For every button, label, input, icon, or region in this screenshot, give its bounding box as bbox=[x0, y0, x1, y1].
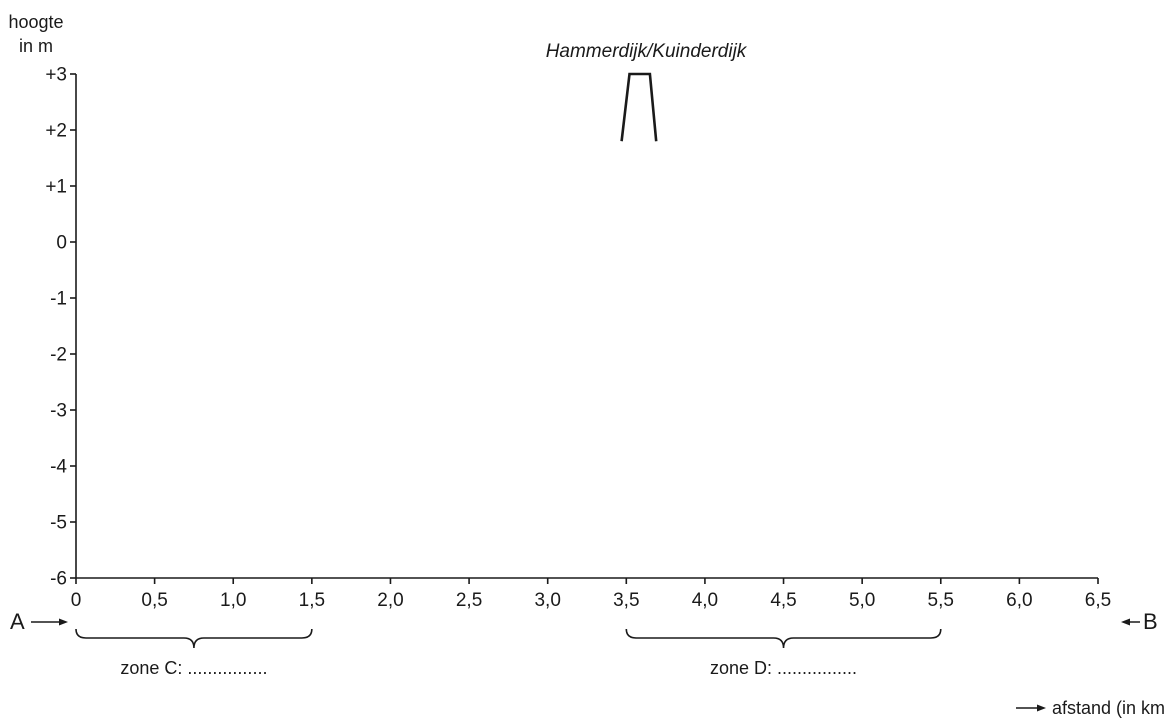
zone-brace bbox=[625, 628, 942, 649]
x-tick-label: 0,5 bbox=[141, 590, 167, 611]
y-axis-ticks: +3 +2 +1 0 -1 -2 -3 -4 -5 -6 bbox=[45, 65, 76, 590]
x-axis-title-arrowhead bbox=[1037, 704, 1046, 712]
x-tick-label: 2,0 bbox=[377, 590, 403, 611]
x-tick-label: 4,5 bbox=[770, 590, 796, 611]
zone-label: zone C: ................ bbox=[120, 658, 267, 678]
x-axis-title: afstand (in km) bbox=[1016, 698, 1164, 718]
y-tick-label: +2 bbox=[45, 121, 67, 142]
y-tick-label: -1 bbox=[50, 289, 67, 310]
marker-a-label: A bbox=[10, 609, 25, 634]
x-tick-label: 6,0 bbox=[1006, 590, 1032, 611]
zone-label: zone D: ................ bbox=[710, 658, 857, 678]
x-tick-label: 1,0 bbox=[220, 590, 246, 611]
y-tick-label: +1 bbox=[45, 177, 67, 198]
x-tick-label: 2,5 bbox=[456, 590, 482, 611]
y-axis-title-line2: in m bbox=[19, 36, 53, 56]
zones: zone C: ................ zone D: ........… bbox=[75, 628, 942, 678]
y-tick-label: -4 bbox=[50, 457, 67, 478]
x-axis-title-text: afstand (in km) bbox=[1052, 698, 1164, 718]
x-tick-label: 3,0 bbox=[534, 590, 560, 611]
y-axis-title: hoogte in m bbox=[8, 12, 63, 56]
y-tick-label: -6 bbox=[50, 569, 67, 590]
y-axis-title-line1: hoogte bbox=[8, 12, 63, 32]
y-tick-label: -2 bbox=[50, 345, 67, 366]
marker-a-arrowhead bbox=[59, 618, 68, 626]
axes bbox=[75, 74, 1098, 579]
y-tick-label: -3 bbox=[50, 401, 67, 422]
x-tick-label: 4,0 bbox=[692, 590, 718, 611]
marker-b-label: B bbox=[1143, 609, 1158, 634]
zone-brace bbox=[75, 628, 313, 649]
marker-b-arrowhead bbox=[1121, 618, 1130, 626]
x-tick-label: 1,5 bbox=[299, 590, 325, 611]
marker-a: A bbox=[10, 609, 68, 634]
x-tick-label: 0 bbox=[71, 590, 82, 611]
dike-label: Hammerdijk/Kuinderdijk bbox=[546, 41, 748, 62]
x-tick-label: 6,5 bbox=[1085, 590, 1111, 611]
y-tick-label: -5 bbox=[50, 513, 67, 534]
dike-profile bbox=[620, 72, 658, 142]
y-tick-label: 0 bbox=[56, 233, 67, 254]
y-tick-label: +3 bbox=[45, 65, 67, 86]
x-tick-label: 5,0 bbox=[849, 590, 875, 611]
x-tick-label: 3,5 bbox=[613, 590, 639, 611]
x-axis-ticks: 0 0,5 1,0 1,5 2,0 2,5 3,0 3,5 4,0 4,5 5,0 5,5 6,0 6,5 bbox=[71, 578, 1111, 611]
marker-b: B bbox=[1121, 609, 1158, 634]
x-tick-label: 5,5 bbox=[928, 590, 954, 611]
